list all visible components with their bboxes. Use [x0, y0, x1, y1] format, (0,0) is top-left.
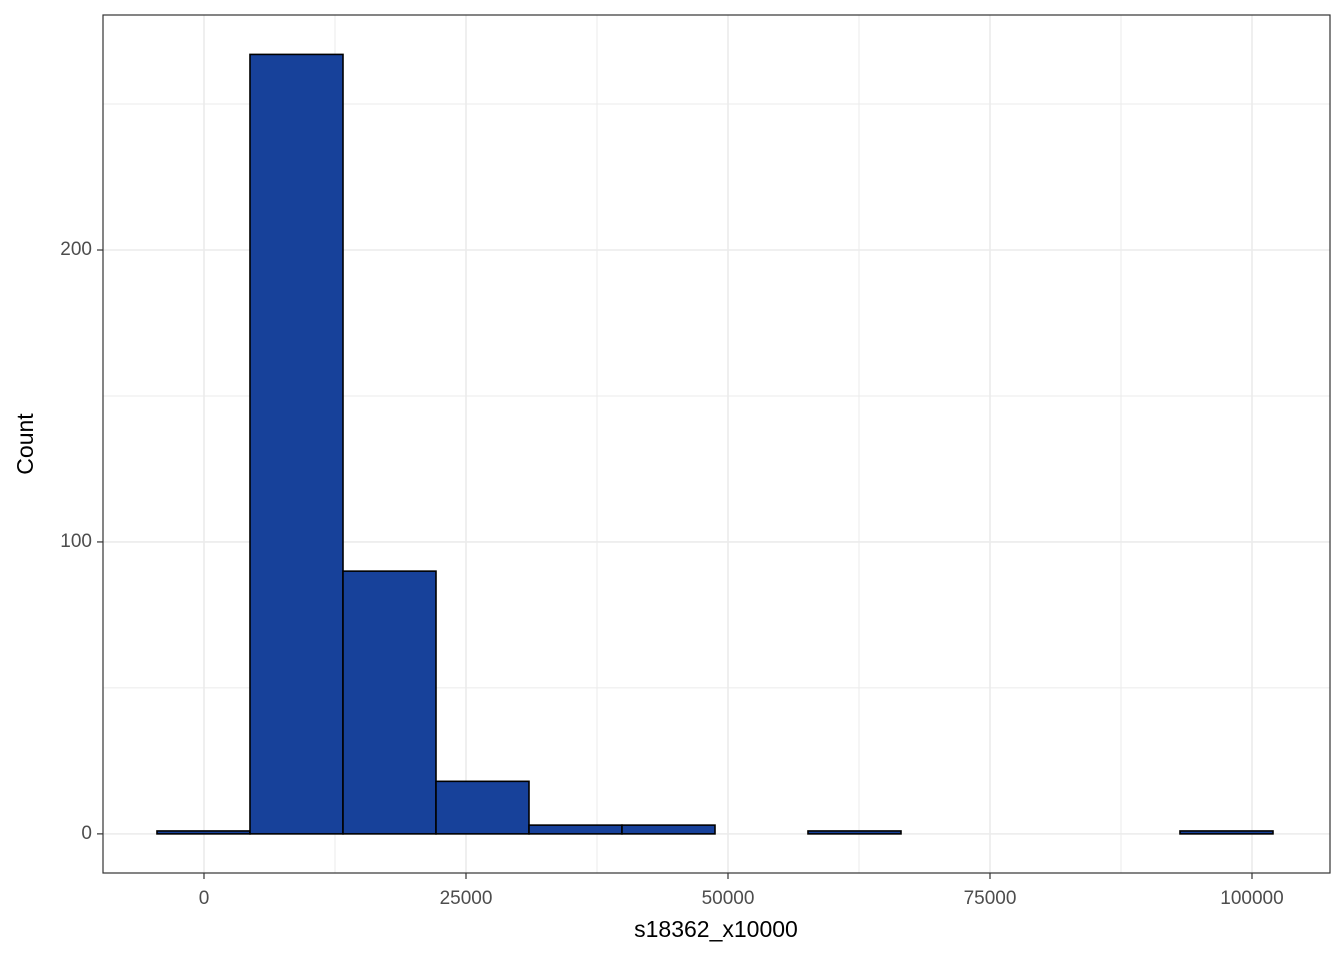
bar: [807, 830, 902, 835]
bar: [249, 53, 344, 835]
x-tick-label: 0: [199, 888, 210, 909]
bar: [342, 570, 437, 835]
x-tick-label: 100000: [1220, 888, 1283, 909]
bar: [156, 830, 251, 835]
bar: [528, 824, 623, 835]
y-tick-label: 100: [60, 531, 92, 552]
bar: [1179, 830, 1274, 835]
y-tick-label: 200: [60, 239, 92, 260]
y-tick-label: 0: [81, 823, 92, 844]
bar: [621, 824, 716, 835]
x-axis-title: s18362_x10000: [634, 916, 798, 942]
x-tick-label: 50000: [702, 888, 755, 909]
panel-border: [102, 14, 1331, 874]
bar: [435, 780, 530, 835]
x-tick-label: 75000: [964, 888, 1017, 909]
y-axis-title: Count: [12, 413, 38, 475]
x-tick-label: 25000: [440, 888, 493, 909]
